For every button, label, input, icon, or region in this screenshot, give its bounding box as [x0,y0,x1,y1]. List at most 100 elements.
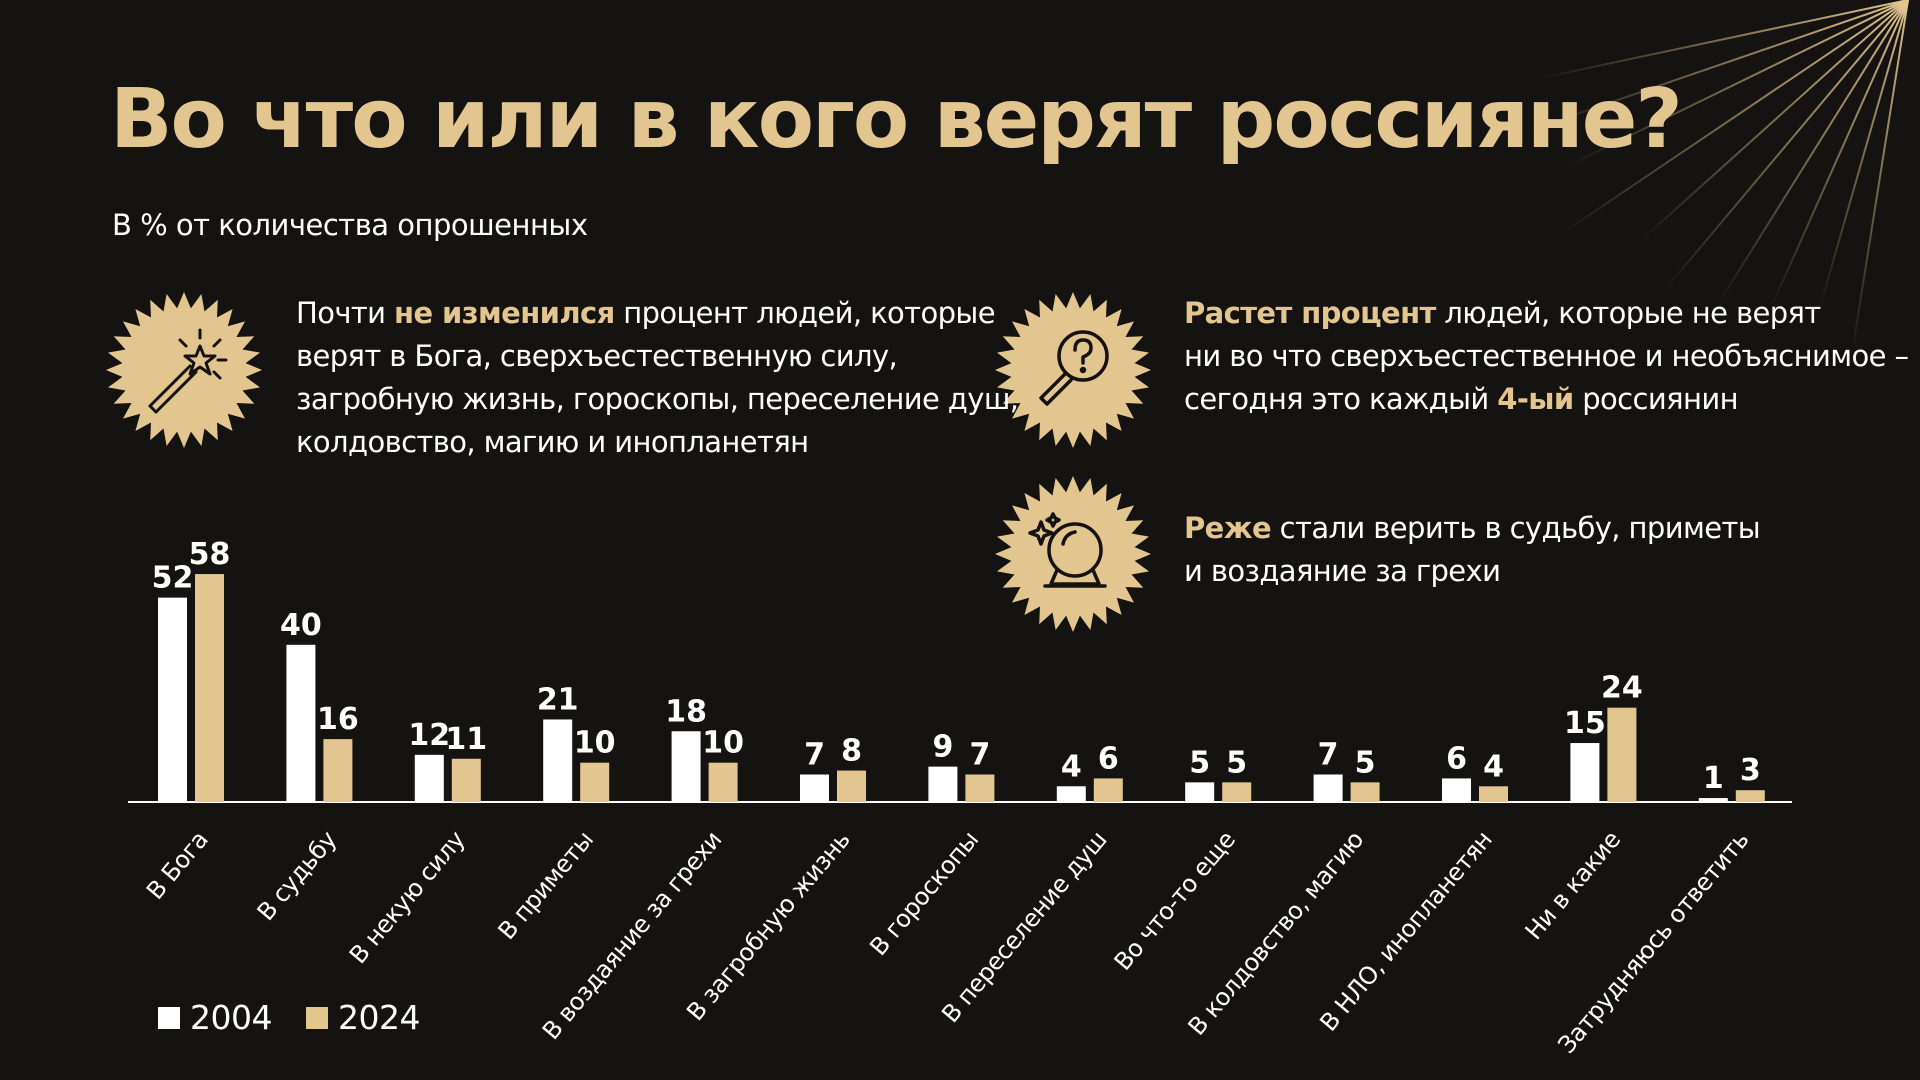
bar-value-label: 9 [932,730,953,765]
bar-value-label: 21 [537,682,579,717]
bar-2004 [671,731,701,802]
bar-value-label: 6 [1098,741,1119,776]
note-decline: Реже стали верить в судьбу, приметы и воз… [1184,507,1761,593]
sun-ray [1768,0,1909,312]
note-line: верят в Бога, сверхъестественную силу, [296,335,1018,378]
bar-value-label: 40 [280,608,322,643]
sun-ray [1818,0,1909,308]
bar-value-label: 8 [841,734,862,769]
category-label: Ни в какие [1520,826,1626,945]
legend-swatch-2004 [158,1006,180,1029]
magic-wand-icon [106,292,262,448]
bar-2024 [1479,786,1508,802]
sun-ray [1559,0,1909,236]
bar-value-label: 5 [1355,745,1376,780]
bar-value-label: 12 [408,718,450,753]
bar-value-label: 24 [1601,671,1643,706]
category-label: В судьбу [252,826,343,926]
note-text: людей, которые не верят [1435,296,1821,330]
category-label: В некую силу [344,826,471,969]
note-text: стали верить в судьбу, приметы [1271,511,1761,545]
bar-2024 [708,762,738,802]
bar-2024 [837,770,866,802]
bar-2024 [195,574,224,802]
chart-legend: 2004 2024 [158,998,454,1037]
sun-ray [1529,0,1909,132]
note-highlight: Растет процент [1184,296,1436,330]
note-line: ни во что сверхъестественное и необъясни… [1184,335,1909,378]
note-line: Почти не изменился процент людей, которы… [296,292,1018,335]
bar-value-label: 5 [1226,745,1247,780]
bar-value-label: 3 [1740,753,1761,788]
sun-ray [1536,0,1909,80]
sun-ray [1662,0,1909,292]
bar-value-label: 4 [1483,749,1504,784]
note-text: россиянин [1573,382,1738,416]
note-highlight: Реже [1184,511,1272,545]
note-line: Растет процент людей, которые не верят [1184,292,1908,335]
note-text: Почти [296,296,395,330]
bar-2024 [1222,782,1252,802]
category-label: В гороскопы [864,826,984,961]
bar-2024 [965,774,995,802]
bar-value-label: 1 [1703,761,1724,796]
page-title: Во что или в кого верят россияне? [110,72,1683,167]
page-subtitle: В % от количества опрошенных [112,208,588,242]
crystal-ball-icon [995,476,1151,632]
bar-value-label: 4 [1061,749,1082,784]
bar-value-label: 7 [804,737,825,772]
bar-2004 [1570,743,1600,802]
bar-value-label: 5 [1189,745,1210,780]
bar-2024 [1350,782,1380,802]
bar-2024 [1735,790,1765,802]
note-text: верят в Бога, сверхъестественную силу, [296,339,898,373]
sun-ray [1566,0,1909,168]
note-highlight: не изменился [394,296,615,330]
note-disbelief-growth: Растет процент людей, которые не верят ни… [1184,292,1909,421]
legend-swatch-2024 [305,1006,328,1029]
bar-2004 [543,719,573,802]
legend-label-2024: 2024 [337,998,420,1037]
sun-ray [1716,0,1909,306]
note-line: Реже стали верить в судьбу, приметы [1184,507,1761,550]
bar-value-label: 58 [189,537,231,572]
note-highlight: 4-ый [1497,382,1574,416]
sun-ray [1639,0,1909,242]
bar-value-label: 6 [1446,741,1467,776]
note-text: сегодня это каждый [1184,382,1498,416]
bar-2024 [580,762,610,802]
note-text: загробную жизнь, гороскопы, переселение … [296,382,1019,416]
bar-value-label: 18 [665,694,707,729]
bar-2004 [1185,782,1215,802]
bar-2004 [158,597,187,802]
bar-value-label: 10 [702,726,744,761]
bar-2004 [286,644,316,802]
bar-value-label: 7 [969,737,990,772]
bar-value-label: 10 [574,726,616,761]
category-label: Во что-то еще [1109,826,1241,976]
magnifier-question-icon [995,292,1151,448]
bar-2004 [1442,778,1471,802]
bar-2004 [800,774,829,802]
bar-value-label: 11 [445,722,487,757]
note-text: ни во что сверхъестественное и необъясни… [1184,339,1909,373]
note-line: и воздаяние за грехи [1184,550,1760,593]
category-label: В Бога [141,826,214,905]
bar-value-label: 52 [152,561,194,596]
legend-item-2004: 2004 [158,998,272,1037]
bar-2024 [1093,778,1123,802]
category-label: В приметы [493,826,599,945]
note-unchanged: Почти не изменился процент людей, которы… [296,292,1019,464]
bar-2024 [451,758,481,802]
note-line: сегодня это каждый 4-ый россиянин [1184,378,1908,421]
bar-value-label: 16 [317,702,359,737]
note-text: и воздаяние за грехи [1184,554,1501,588]
bar-2024 [323,739,353,802]
legend-item-2024: 2024 [305,998,420,1037]
bar-2024 [1607,707,1637,802]
bar-value-label: 15 [1564,706,1606,741]
note-text: процент людей, которые [614,296,995,330]
note-text: колдовство, магию и инопланетян [296,425,809,459]
